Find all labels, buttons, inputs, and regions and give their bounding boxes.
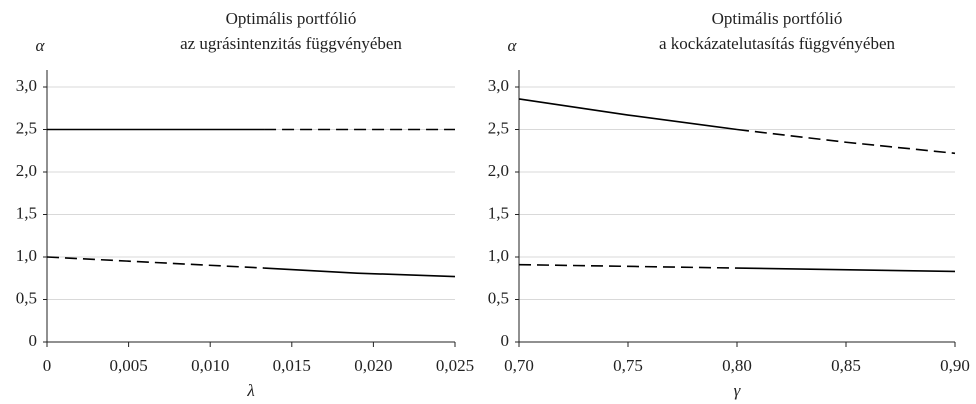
line-series: [518, 98, 738, 131]
x-axis-label: γ: [734, 381, 742, 400]
y-tick-label: 1,0: [16, 246, 37, 265]
x-tick-label: 0,70: [504, 356, 534, 375]
y-tick-label: 0,5: [16, 288, 37, 307]
line-series: [46, 256, 265, 269]
y-tick-label: 3,0: [488, 76, 509, 95]
y-axis-label: α: [508, 36, 518, 55]
x-tick-label: 0,025: [436, 356, 474, 375]
x-tick-label: 0,020: [354, 356, 392, 375]
y-tick-label: 2,0: [16, 161, 37, 180]
x-tick-label: 0,90: [940, 356, 970, 375]
x-tick-label: 0,005: [109, 356, 147, 375]
y-tick-label: 1,5: [488, 203, 509, 222]
line-series: [264, 267, 456, 278]
y-tick-label: 2,5: [488, 118, 509, 137]
x-tick-label: 0,010: [191, 356, 229, 375]
line-series: [736, 128, 956, 155]
chart-title: Optimális portfólió: [226, 9, 357, 28]
x-tick-label: 0,015: [273, 356, 311, 375]
chart-title: a kockázatelutasítás függvényében: [659, 34, 896, 53]
y-tick-label: 0: [501, 331, 510, 350]
chart-title: az ugrásintenzitás függvényében: [180, 34, 402, 53]
line-series: [518, 263, 738, 269]
chart-title: Optimális portfólió: [712, 9, 843, 28]
y-tick-label: 2,0: [488, 161, 509, 180]
x-axis-label: λ: [246, 381, 254, 400]
line-series: [736, 267, 956, 273]
y-tick-label: 0: [29, 331, 38, 350]
y-tick-label: 1,0: [488, 246, 509, 265]
y-axis-label: α: [36, 36, 46, 55]
y-tick-label: 1,5: [16, 203, 37, 222]
x-tick-label: 0,80: [722, 356, 752, 375]
y-tick-label: 2,5: [16, 118, 37, 137]
x-tick-label: 0: [43, 356, 52, 375]
y-tick-label: 0,5: [488, 288, 509, 307]
x-tick-label: 0,75: [613, 356, 643, 375]
y-tick-label: 3,0: [16, 76, 37, 95]
x-tick-label: 0,85: [831, 356, 861, 375]
